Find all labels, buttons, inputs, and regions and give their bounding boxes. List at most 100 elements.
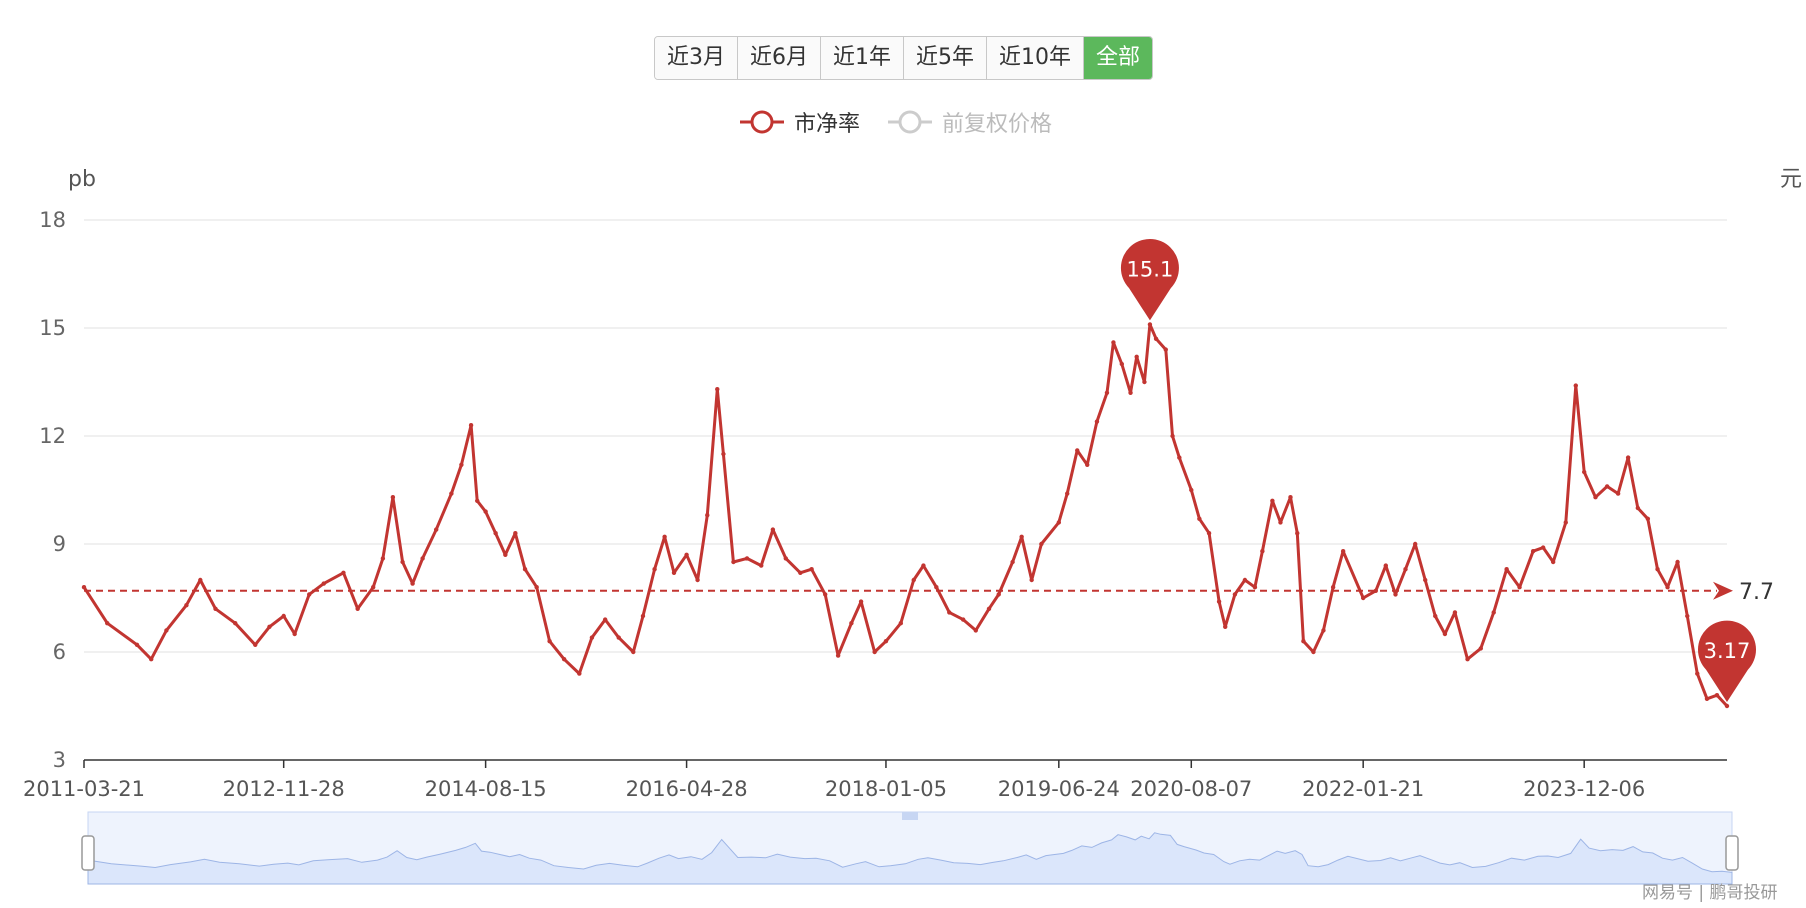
pb-data-point: [1147, 322, 1153, 327]
pb-data-point: [449, 491, 454, 496]
pb-data-point: [1288, 495, 1293, 500]
pb-data-point: [1413, 541, 1418, 547]
pb-data-point: [996, 592, 1001, 597]
average-label: 7.7: [1739, 580, 1774, 605]
pb-data-point: [770, 527, 776, 532]
pb-data-point: [715, 387, 720, 392]
range-button-5[interactable]: 全部: [1084, 37, 1153, 79]
pb-data-point: [1615, 491, 1621, 496]
pb-data-point: [1075, 448, 1080, 453]
range-button-1[interactable]: 近6月: [738, 37, 821, 79]
pb-data-point: [1039, 541, 1044, 547]
pb-data-point: [149, 657, 154, 662]
zoom-handle-left[interactable]: [81, 835, 95, 871]
pb-data-point: [213, 606, 218, 611]
y-tick-label: 18: [39, 208, 66, 232]
pb-data-point: [1704, 696, 1710, 701]
pb-data-point: [1029, 577, 1034, 583]
pb-data-point: [934, 585, 939, 590]
pb-data-point: [835, 653, 841, 658]
pb-data-point: [475, 498, 480, 503]
pb-data-point: [547, 639, 552, 644]
pb-data-point: [105, 621, 110, 626]
pb-data-point: [1665, 585, 1670, 590]
pb-data-point: [233, 621, 238, 626]
min-marker-icon: [1698, 620, 1756, 702]
pb-data-point: [1111, 340, 1116, 345]
pb-data-point: [662, 534, 667, 539]
range-button-4[interactable]: 近10年: [987, 37, 1084, 79]
pb-data-point: [1232, 592, 1238, 597]
pb-data-point: [1675, 559, 1680, 565]
pb-data-point: [1563, 520, 1568, 525]
pb-data-point: [81, 585, 87, 590]
pb-data-point: [433, 527, 439, 532]
pb-data-point: [616, 635, 621, 640]
pb-data-point: [1311, 649, 1316, 655]
pb-data-point: [1442, 631, 1448, 637]
pb-data-point: [164, 628, 169, 633]
legend-marker-icon: [740, 110, 784, 134]
pb-data-point: [134, 642, 140, 647]
average-arrow-icon: [1713, 581, 1733, 600]
pb-data-point: [1177, 455, 1182, 460]
pb-data-point: [577, 671, 582, 676]
pb-data-point: [973, 628, 978, 633]
pb-data-point: [883, 639, 889, 644]
pb-data-point: [783, 556, 788, 561]
pb-data-point: [267, 624, 272, 629]
pb-data-point: [705, 513, 710, 518]
pb-data-point: [849, 621, 854, 626]
pb-data-point: [1197, 516, 1202, 521]
x-tick-label: 2022-01-21: [1302, 777, 1424, 801]
pb-data-point: [253, 642, 258, 647]
pb-data-point: [640, 613, 646, 619]
pb-data-point: [1517, 585, 1522, 590]
range-button-3[interactable]: 近5年: [904, 37, 987, 79]
pb-data-point: [1593, 495, 1598, 500]
pb-data-point: [1452, 610, 1458, 615]
pb-data-point: [1216, 599, 1222, 604]
watermark: 网易号 | 鹏哥投研: [1642, 883, 1778, 903]
zoom-preview-area: [87, 832, 1733, 885]
pb-data-point: [468, 423, 474, 428]
pb-data-point: [184, 603, 189, 608]
range-button-0[interactable]: 近3月: [655, 37, 738, 79]
y-tick-label: 12: [39, 424, 66, 448]
pb-data-point: [355, 606, 360, 611]
pb-data-point: [1550, 559, 1556, 565]
pb-data-point: [513, 531, 518, 536]
pb-data-point: [1714, 693, 1720, 698]
pb-data-point: [420, 556, 425, 561]
pb-data-point: [823, 592, 828, 597]
pb-data-point: [1645, 516, 1651, 521]
pb-data-point: [602, 617, 608, 622]
pb-data-point: [1019, 534, 1024, 539]
pb-data-point: [1724, 703, 1730, 709]
pb-data-point: [534, 585, 539, 590]
legend-label: 前复权价格: [942, 112, 1053, 137]
pb-data-point: [1491, 610, 1496, 615]
max-label: 15.1: [1127, 257, 1174, 281]
range-button-2[interactable]: 近1年: [821, 37, 904, 79]
pb-data-point: [1295, 531, 1300, 536]
pb-data-point: [1540, 545, 1546, 550]
time-range-selector: 近3月 近6月 近1年 近5年 近10年 全部: [654, 36, 1154, 80]
pb-data-point: [872, 649, 877, 655]
pb-data-point: [1465, 657, 1470, 662]
pb-data-point: [341, 570, 346, 575]
pb-data-point: [1635, 505, 1641, 511]
pb-data-point: [1270, 498, 1275, 503]
pb-data-point: [671, 570, 677, 575]
zoom-drag-grip-icon[interactable]: [902, 812, 918, 820]
legend-item-0[interactable]: 市净率: [738, 106, 860, 138]
pb-data-point: [281, 613, 286, 619]
pb-data-point: [744, 556, 750, 561]
pb-data-point: [759, 563, 764, 568]
pb-data-point: [1301, 639, 1306, 644]
zoom-handle-right[interactable]: [1725, 835, 1739, 871]
legend-item-1[interactable]: 前复权价格: [886, 106, 1052, 138]
x-tick-label: 2020-08-07: [1130, 777, 1252, 801]
pb-data-point: [921, 563, 926, 568]
